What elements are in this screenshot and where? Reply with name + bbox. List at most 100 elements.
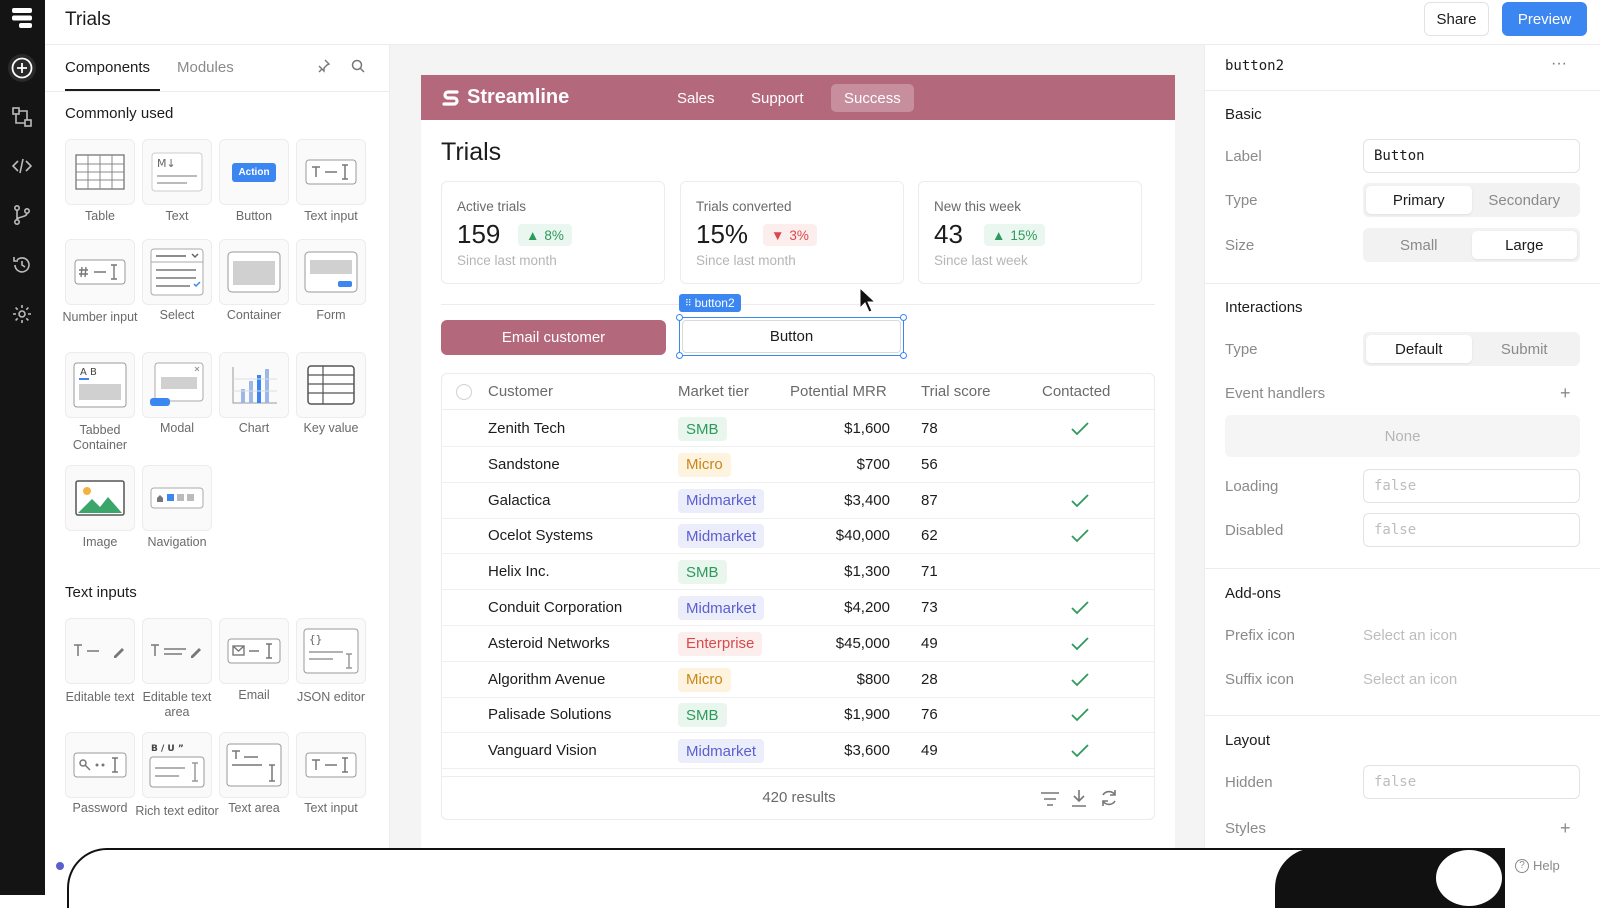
type-primary-option[interactable]: Primary (1366, 186, 1472, 214)
table-row[interactable]: Ocelot Systems Midmarket $40,000 62 (442, 518, 1154, 555)
prefix-icon-select[interactable]: Select an icon (1363, 627, 1458, 644)
download-icon[interactable] (1070, 788, 1088, 808)
hidden-input[interactable]: false (1363, 765, 1580, 799)
component-name[interactable]: button2 (1225, 58, 1285, 74)
customer-cell: Palisade Solutions (488, 706, 612, 724)
selected-component-tag[interactable]: ⠿ button2 (679, 294, 741, 312)
add-event-handler-icon[interactable]: + (1560, 383, 1571, 403)
navigation-tile[interactable] (142, 465, 212, 531)
json-editor-tile-label: JSON editor (296, 690, 366, 704)
section-addons[interactable]: Add-ons (1225, 585, 1281, 602)
table-row[interactable]: Sandstone Micro $700 56 (442, 447, 1154, 483)
section-basic[interactable]: Basic (1225, 106, 1262, 123)
tab-components[interactable]: Components (65, 59, 151, 76)
table-row[interactable]: Algorithm Avenue Micro $800 28 (442, 662, 1154, 698)
styles-label: Styles (1225, 820, 1266, 837)
overlay-next-button[interactable] (1434, 848, 1504, 908)
customer-cell: Asteroid Networks (488, 634, 610, 652)
table-row[interactable]: Helix Inc. SMB $1,300 71 (442, 554, 1154, 591)
container-tile-label: Container (226, 308, 282, 322)
more-options-icon[interactable]: ··· (1551, 55, 1567, 72)
table-row[interactable]: Vanguard Vision Midmarket $3,600 49 (442, 733, 1154, 770)
editable-text-tile[interactable] (65, 618, 135, 684)
branch-icon[interactable] (9, 202, 35, 228)
section-layout[interactable]: Layout (1225, 732, 1271, 749)
customer-cell: Conduit Corporation (488, 599, 623, 616)
app-logo-icon[interactable] (9, 5, 35, 31)
type-secondary-option[interactable]: Secondary (1488, 191, 1561, 209)
button2-label[interactable]: Button (682, 320, 901, 353)
preview-button[interactable]: Preview (1502, 2, 1587, 36)
resize-handle[interactable] (676, 352, 683, 359)
selected-button-component[interactable]: Button (676, 314, 907, 359)
type-default-option[interactable]: Default (1366, 335, 1472, 363)
customer-cell: Algorithm Avenue (488, 670, 606, 688)
code-icon[interactable] (9, 153, 35, 179)
type-submit-option[interactable]: Submit (1500, 340, 1548, 358)
nav-success[interactable]: Success (831, 84, 914, 112)
chart-tile[interactable] (219, 352, 289, 418)
add-component-icon[interactable] (8, 54, 36, 82)
column-header[interactable]: Market tier (678, 383, 749, 400)
table-tile[interactable] (65, 139, 135, 205)
stat-card-active-trials: Active trials 159 ▲ 8% Since last month (441, 181, 665, 284)
section-interactions[interactable]: Interactions (1225, 299, 1303, 316)
history-icon[interactable] (9, 252, 35, 278)
column-header[interactable]: Contacted (1042, 383, 1111, 400)
size-large-option[interactable]: Large (1471, 231, 1577, 259)
loading-input[interactable]: false (1363, 469, 1580, 503)
pin-icon[interactable] (315, 58, 331, 79)
filter-icon[interactable] (1040, 790, 1060, 808)
search-icon[interactable] (350, 58, 366, 79)
resize-handle[interactable] (676, 314, 683, 321)
table-row[interactable]: Asteroid Networks Enterprise $45,000 49 (442, 626, 1154, 662)
gear-icon[interactable] (9, 301, 35, 327)
resize-handle[interactable] (900, 352, 907, 359)
button-tile[interactable]: Action (219, 139, 289, 205)
text-input-tile[interactable] (296, 139, 366, 205)
form-tile[interactable] (296, 239, 366, 305)
number-input-tile[interactable] (65, 239, 135, 305)
nav-support[interactable]: Support (751, 89, 804, 107)
editable-text-area-tile[interactable] (142, 618, 212, 684)
text-input-tile-2[interactable] (296, 732, 366, 798)
disabled-input[interactable]: false (1363, 513, 1580, 547)
email-tile[interactable] (219, 618, 289, 684)
suffix-icon-select[interactable]: Select an icon (1363, 671, 1458, 688)
table-row[interactable]: Zenith Tech SMB $1,600 78 (442, 411, 1154, 447)
column-header[interactable]: Potential MRR (790, 383, 887, 400)
refresh-icon[interactable] (1099, 788, 1119, 808)
email-customer-button[interactable]: Email customer (441, 320, 666, 355)
resize-handle[interactable] (900, 314, 907, 321)
tabbed-container-tile[interactable]: A B (65, 352, 135, 418)
share-button[interactable]: Share (1424, 2, 1489, 36)
json-editor-tile[interactable]: {} (296, 618, 366, 684)
workflow-icon[interactable] (9, 104, 35, 130)
modal-tile[interactable] (142, 352, 212, 418)
mrr-cell: $1,600 (844, 420, 890, 437)
image-tile[interactable] (65, 465, 135, 531)
table-row[interactable]: Galactica Midmarket $3,400 87 (442, 483, 1154, 519)
table-row[interactable]: Palisade Solutions SMB $1,900 76 (442, 697, 1154, 734)
key-value-tile[interactable] (296, 352, 366, 418)
column-header[interactable]: Trial score (921, 383, 991, 400)
label-input[interactable]: Button (1363, 139, 1580, 173)
add-style-icon[interactable]: + (1560, 818, 1571, 838)
canvas: Streamline Sales Support Success Trials … (390, 45, 1204, 870)
container-tile[interactable] (219, 239, 289, 305)
select-tile[interactable] (142, 239, 212, 305)
table-row[interactable]: Conduit Corporation Midmarket $4,200 73 (442, 590, 1154, 626)
brand[interactable]: Streamline (441, 86, 569, 109)
text-tile[interactable]: M↓ (142, 139, 212, 205)
size-small-option[interactable]: Small (1399, 236, 1438, 254)
customer-cell: Sandstone (488, 455, 560, 473)
tab-modules[interactable]: Modules (177, 59, 234, 76)
column-header[interactable]: Customer (488, 383, 554, 400)
rich-text-editor-tile[interactable]: B / U ” (142, 732, 212, 798)
help-link[interactable]: ? Help (1515, 858, 1560, 873)
password-tile[interactable] (65, 732, 135, 798)
select-all-checkbox[interactable] (456, 384, 472, 400)
nav-sales[interactable]: Sales (677, 89, 715, 107)
stat-sub: Since last month (696, 253, 796, 268)
text-area-tile[interactable] (219, 732, 289, 798)
